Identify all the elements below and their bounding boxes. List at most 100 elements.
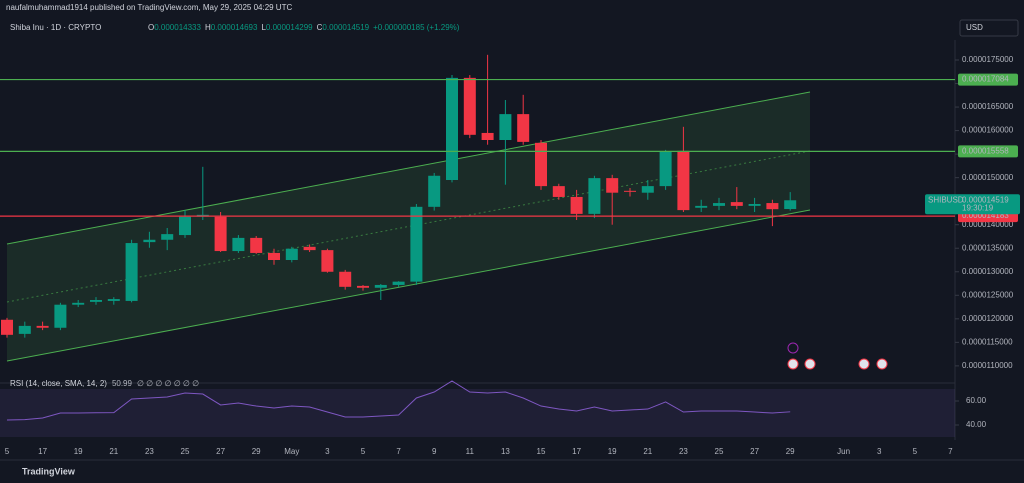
candle-body <box>161 234 174 240</box>
candle-body <box>303 246 316 251</box>
candle-body <box>677 150 690 211</box>
candle-body <box>463 77 476 135</box>
level-label-box <box>958 73 1018 86</box>
y-tick-label: 0.0000115000 <box>962 337 1013 346</box>
y-tick-label: 0.0000150000 <box>962 173 1014 182</box>
candle-body <box>214 216 227 252</box>
y-tick-label: 0.0000130000 <box>962 267 1014 276</box>
rsi-line <box>6 380 791 421</box>
candle-body <box>72 302 85 305</box>
event-icon[interactable] <box>858 358 870 370</box>
event-icon[interactable] <box>787 358 799 370</box>
rsi-band <box>0 389 955 437</box>
candle-body <box>321 250 334 272</box>
x-tick-label: 25 <box>181 447 190 456</box>
candle-body <box>250 237 263 253</box>
ohlc-value: 0.000014299 <box>266 23 313 32</box>
y-tick-label: 0.0000135000 <box>962 243 1014 252</box>
ohlc-prefix: O <box>148 23 154 32</box>
x-tick-label: 3 <box>325 447 330 456</box>
x-tick-label: Jun <box>837 447 850 456</box>
candle-body <box>641 186 654 193</box>
x-tick-label: 15 <box>537 447 546 456</box>
event-icon[interactable] <box>804 358 816 370</box>
candle-body <box>143 239 156 243</box>
candle-body <box>784 200 797 210</box>
channel-mid <box>6 150 811 303</box>
candle-body <box>517 114 530 142</box>
candle-body <box>481 132 494 140</box>
x-tick-label: 19 <box>608 447 617 456</box>
candle-body <box>748 204 761 206</box>
x-tick-label: 9 <box>432 447 437 456</box>
candle-body <box>606 178 619 193</box>
candle-body <box>659 151 672 187</box>
x-tick-label: 21 <box>643 447 652 456</box>
candle-body <box>428 175 441 207</box>
candle-body <box>766 203 779 210</box>
currency[interactable]: USD <box>966 23 983 32</box>
ohlc-readout: O0.000014333 H0.000014693 L0.000014299 C0.0… <box>148 23 460 32</box>
x-tick-label: 11 <box>466 447 475 456</box>
price-label: 0.000014519 <box>962 195 1009 204</box>
candle-body <box>36 325 49 328</box>
channel-upper <box>6 91 811 245</box>
candle-body <box>624 190 636 192</box>
x-tick-label: 13 <box>501 447 510 456</box>
symbol-label: SHIBUSD <box>928 195 964 204</box>
y-tick-label: 0.0000160000 <box>962 126 1014 135</box>
candle-body <box>374 284 387 288</box>
y-tick-label: 0.0000165000 <box>962 102 1014 111</box>
y-tick-label: 0.0000175000 <box>962 55 1014 64</box>
price-label-box <box>925 194 1020 215</box>
x-tick-label: 29 <box>252 447 261 456</box>
brand: TradingView <box>22 466 76 476</box>
x-tick-label: 17 <box>38 447 47 456</box>
currency-box[interactable] <box>959 19 1019 37</box>
candle-body <box>1 319 13 335</box>
x-tick-label: May <box>284 447 299 456</box>
candle-body <box>54 304 67 328</box>
candle-body <box>357 285 369 288</box>
y-tick-label: 0.0000120000 <box>962 314 1014 323</box>
candle-body <box>552 186 565 197</box>
channel-lower <box>6 209 811 362</box>
rsi-extra: ∅ ∅ ∅ ∅ ∅ ∅ ∅ <box>137 379 199 388</box>
x-tick-label: 21 <box>109 447 118 456</box>
x-tick-label: 7 <box>396 447 401 456</box>
candle-body <box>90 300 102 302</box>
rsi-tick-label: 60.00 <box>966 396 987 405</box>
x-tick-label: 5 <box>361 447 366 456</box>
candle-body <box>446 77 458 180</box>
event-icon[interactable] <box>876 358 888 370</box>
candle-body <box>410 206 423 282</box>
candle-body <box>107 299 120 301</box>
y-tick-label: 0.0000110000 <box>962 361 1013 370</box>
x-tick-label: 25 <box>715 447 724 456</box>
candle-body <box>232 237 245 252</box>
candle-body <box>179 216 191 236</box>
event-icon[interactable] <box>787 342 799 354</box>
candle-body <box>535 142 547 187</box>
level-label-box <box>958 145 1018 158</box>
ohlc-value: 0.000014693 <box>211 23 258 32</box>
candle-body <box>570 196 583 214</box>
x-tick-label: 23 <box>145 447 154 456</box>
publish-line: naufalmuhammad1914 published on TradingV… <box>6 3 292 12</box>
rsi-tick-label: 40.00 <box>966 420 987 429</box>
level-label: 0.000015558 <box>962 146 1009 155</box>
x-tick-label: 3 <box>877 447 882 456</box>
channel-fill <box>7 92 810 361</box>
y-tick-label: 0.0000140000 <box>962 220 1014 229</box>
x-tick-label: 7 <box>948 447 953 456</box>
candle-body <box>588 178 601 214</box>
rsi-title: RSI (14, close, SMA, 14, 2) <box>10 379 107 388</box>
ohlc-prefix: H <box>205 23 211 32</box>
y-tick-label: 0.0000125000 <box>962 290 1014 299</box>
candle-body <box>392 281 405 285</box>
candle-body <box>125 243 138 301</box>
candle-body <box>499 114 512 140</box>
candle-body <box>730 202 743 206</box>
